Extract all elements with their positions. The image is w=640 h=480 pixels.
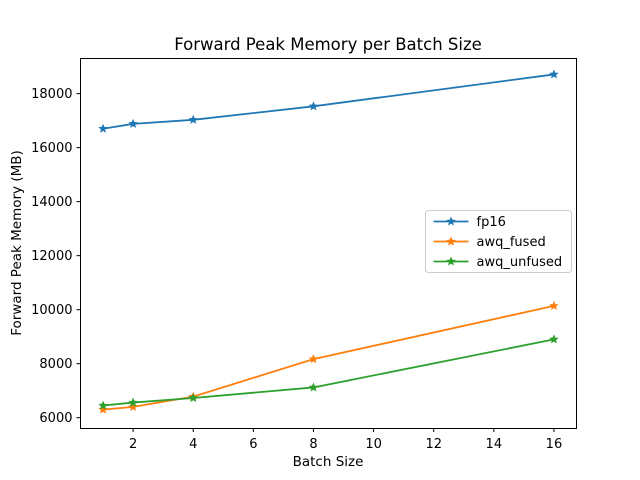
legend-item-fp16: fp16 — [433, 215, 506, 230]
legend-box — [425, 210, 572, 273]
data-point-marker — [128, 401, 138, 411]
data-point-marker — [549, 300, 559, 310]
legend-label: fp16 — [477, 215, 506, 230]
series-layer — [98, 69, 559, 414]
series-awq_fused — [98, 300, 559, 414]
x-tick-label: 2 — [129, 437, 137, 452]
x-tick-label: 14 — [486, 437, 503, 452]
x-tick-label: 16 — [546, 437, 563, 452]
data-point-marker — [98, 123, 108, 133]
y-tick-label: 12000 — [31, 249, 72, 264]
y-tick-label: 10000 — [31, 303, 72, 318]
y-tick-label: 14000 — [31, 195, 72, 210]
y-tick-label: 16000 — [31, 141, 72, 156]
x-tick-label: 10 — [365, 437, 382, 452]
data-point-marker — [128, 397, 138, 407]
series-line — [102, 304, 555, 411]
data-point-marker — [98, 400, 108, 410]
plot-border — [80, 58, 577, 429]
legend-marker-star — [446, 236, 456, 246]
series-line — [102, 338, 555, 407]
x-tick-label: 12 — [425, 437, 442, 452]
data-point-marker — [188, 114, 198, 124]
legend: fp16 awq_fused awq_unfused — [425, 210, 572, 273]
data-point-marker — [549, 69, 559, 79]
x-tick-label: 8 — [309, 437, 317, 452]
y-tick-label: 18000 — [31, 87, 72, 102]
y-tick-label: 8000 — [39, 357, 72, 372]
x-tick-label: 6 — [249, 437, 257, 452]
x-axis-label: Batch Size — [293, 454, 364, 470]
y-tick-label: 6000 — [39, 411, 72, 426]
x-tick-label: 4 — [189, 437, 197, 452]
data-point-marker — [98, 404, 108, 414]
data-point-marker — [188, 392, 198, 403]
series-awq_unfused — [98, 334, 559, 410]
chart-title: Forward Peak Memory per Batch Size — [174, 35, 482, 54]
series-fp16 — [98, 69, 559, 133]
legend-item-awq_unfused: awq_unfused — [433, 255, 563, 270]
y-axis-label: Forward Peak Memory (MB) — [9, 150, 25, 336]
series-line — [102, 73, 555, 130]
legend-label: awq_unfused — [477, 255, 563, 270]
legend-marker-star — [446, 256, 456, 266]
legend-marker-star — [446, 216, 456, 226]
legend-item-awq_fused: awq_fused — [433, 235, 546, 250]
axes-layer: 2 4 6 8 10 12 14 16 6000 8000 10000 12000 14000 16000… — [31, 58, 577, 452]
legend-label: awq_fused — [477, 235, 546, 250]
data-point-marker — [549, 334, 559, 344]
data-point-marker — [308, 354, 319, 364]
data-point-marker — [128, 118, 138, 128]
data-point-marker — [308, 101, 319, 111]
data-point-marker — [308, 382, 319, 392]
